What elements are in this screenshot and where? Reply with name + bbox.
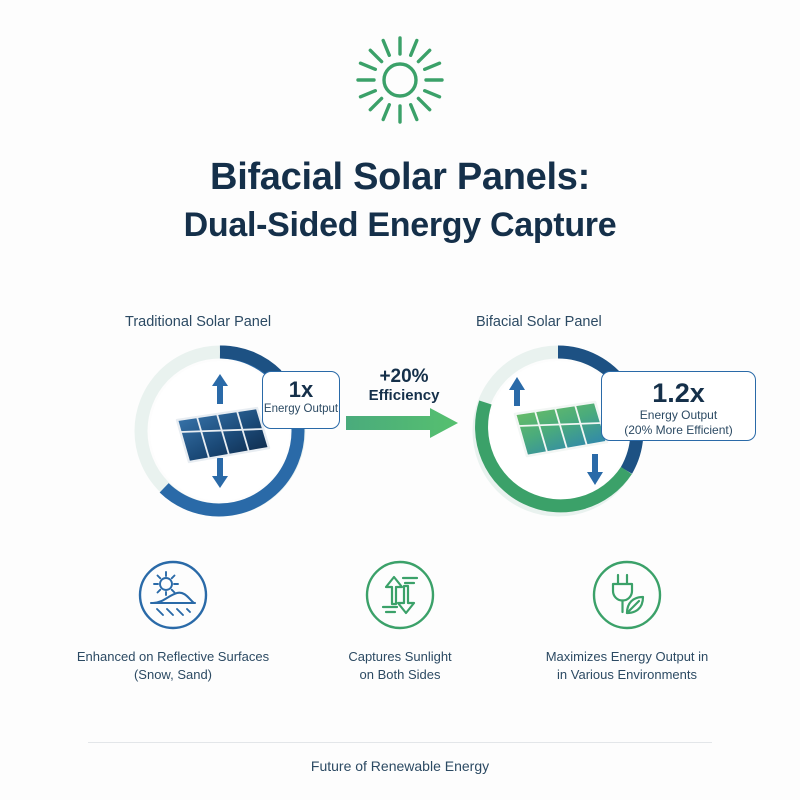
feature-caption-line-1: Enhanced on Reflective Surfaces	[76, 649, 270, 664]
bifacial-output-card: 1.2x Energy Output (20% More Efficient)	[601, 371, 756, 441]
feature-icon-container	[514, 558, 740, 632]
traditional-output-card: 1x Energy Output	[262, 371, 340, 429]
bifacial-output-label: Energy Output	[639, 408, 718, 422]
feature-caption-line-2: (Snow, Sand)	[133, 667, 213, 682]
feature-icon-container	[287, 558, 513, 632]
page-title: Bifacial Solar Panels: Dual-Sided Energy…	[0, 152, 800, 248]
feature-caption: Enhanced on Reflective Surfaces (Snow, S…	[60, 648, 286, 684]
feature-item: Enhanced on Reflective Surfaces (Snow, S…	[60, 558, 286, 693]
comparison-section: Traditional Solar Panel Bifacial Solar P…	[0, 300, 800, 530]
feature-icon-container	[60, 558, 286, 632]
feature-caption-line-2: on Both Sides	[359, 667, 441, 682]
traditional-panel-ring	[125, 336, 315, 526]
features-section: Enhanced on Reflective Surfaces (Snow, S…	[60, 558, 740, 693]
bifacial-output-value: 1.2x	[652, 378, 705, 408]
arrow-right-icon	[346, 408, 458, 438]
dual-arrows-icon	[365, 560, 435, 630]
feature-item: Captures Sunlight on Both Sides	[287, 558, 513, 693]
bifacial-solar-panel-graphic	[509, 377, 609, 485]
sun-icon	[356, 36, 444, 124]
feature-caption-line-1: Maximizes Energy Output in	[545, 649, 709, 664]
arrow-up-icon	[212, 374, 228, 404]
title-line-1: Bifacial Solar Panels:	[210, 156, 590, 198]
title-line-2: Dual-Sided Energy Capture	[183, 206, 617, 244]
traditional-output-label: Energy Output	[263, 403, 339, 415]
feature-caption-line-2: in Various Environments	[557, 667, 697, 682]
feature-caption: Maximizes Energy Output in in Various En…	[514, 648, 740, 684]
efficiency-callout: +20% Efficiency	[346, 366, 462, 442]
feature-caption: Captures Sunlight on Both Sides	[287, 648, 513, 684]
efficiency-text: +20% Efficiency	[346, 366, 462, 405]
traditional-output-value: 1x	[288, 377, 314, 402]
arrow-down-icon	[587, 454, 603, 485]
efficiency-subline: Efficiency	[368, 387, 440, 404]
header-sun-icon-container	[0, 30, 800, 130]
efficiency-headline: +20%	[379, 366, 429, 387]
plug-leaf-icon	[592, 560, 662, 630]
feature-caption-line-1: Captures Sunlight	[348, 649, 452, 664]
arrow-up-icon	[509, 377, 525, 406]
arrow-down-icon	[212, 458, 228, 488]
bifacial-output-note: (20% More Efficient)	[624, 423, 733, 437]
reflective-surface-icon	[138, 560, 208, 630]
footer-text: Future of Renewable Energy	[310, 758, 490, 774]
bifacial-panel-label: Bifacial Solar Panel	[476, 314, 602, 330]
traditional-panel-label: Traditional Solar Panel	[125, 314, 272, 330]
traditional-solar-panel-graphic	[175, 374, 271, 488]
footer-divider	[88, 742, 712, 743]
feature-item: Maximizes Energy Output in in Various En…	[514, 558, 740, 693]
